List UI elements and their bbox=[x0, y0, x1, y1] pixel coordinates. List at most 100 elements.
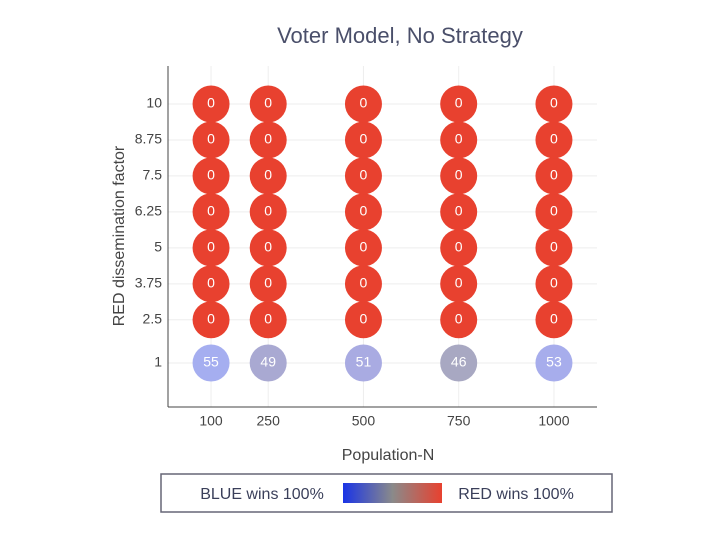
y-tick-label: 3.75 bbox=[135, 275, 162, 291]
point bbox=[344, 157, 382, 195]
y-tick-label: 10 bbox=[146, 95, 162, 111]
legend-box bbox=[160, 473, 613, 513]
point-label: 0 bbox=[455, 311, 463, 327]
point bbox=[192, 229, 230, 267]
point-label: 46 bbox=[451, 354, 467, 370]
point bbox=[535, 344, 573, 382]
point-label: 0 bbox=[264, 275, 272, 291]
point bbox=[440, 193, 478, 231]
point-label: 0 bbox=[207, 311, 215, 327]
y-tick-label: 1 bbox=[154, 354, 162, 370]
colorbar bbox=[343, 483, 442, 503]
point bbox=[535, 265, 573, 303]
chart-title: Voter Model, No Strategy bbox=[277, 23, 523, 48]
point bbox=[249, 85, 287, 123]
point bbox=[344, 265, 382, 303]
point-label: 0 bbox=[207, 95, 215, 111]
point-label: 0 bbox=[455, 203, 463, 219]
point-label: 0 bbox=[455, 167, 463, 183]
point-label: 0 bbox=[360, 95, 368, 111]
point bbox=[440, 85, 478, 123]
x-tick-label: 1000 bbox=[538, 413, 569, 429]
point-label: 0 bbox=[207, 167, 215, 183]
point bbox=[440, 344, 478, 382]
x-tick-label: 250 bbox=[257, 413, 281, 429]
point bbox=[192, 121, 230, 159]
point-label: 49 bbox=[260, 354, 276, 370]
point-label: 51 bbox=[356, 354, 372, 370]
point-label: 53 bbox=[546, 354, 562, 370]
x-tick-label: 100 bbox=[199, 413, 223, 429]
point-label: 0 bbox=[550, 167, 558, 183]
point-label: 0 bbox=[264, 167, 272, 183]
point bbox=[440, 301, 478, 339]
x-tick-label: 500 bbox=[352, 413, 376, 429]
point bbox=[249, 121, 287, 159]
point-label: 0 bbox=[550, 275, 558, 291]
point bbox=[249, 265, 287, 303]
point-label: 0 bbox=[550, 131, 558, 147]
point-label: 0 bbox=[264, 239, 272, 255]
point bbox=[344, 85, 382, 123]
point bbox=[535, 85, 573, 123]
point bbox=[535, 229, 573, 267]
y-tick-label: 5 bbox=[154, 239, 162, 255]
point-label: 0 bbox=[207, 203, 215, 219]
y-tick-label: 2.5 bbox=[143, 311, 163, 327]
point bbox=[249, 193, 287, 231]
point bbox=[249, 301, 287, 339]
point-label: 0 bbox=[360, 131, 368, 147]
point bbox=[535, 157, 573, 195]
point bbox=[192, 301, 230, 339]
point bbox=[192, 193, 230, 231]
legend-low: BLUE wins 100% bbox=[200, 486, 324, 503]
point bbox=[192, 265, 230, 303]
point-label: 55 bbox=[203, 354, 219, 370]
y-tick-label: 6.25 bbox=[135, 203, 162, 219]
point bbox=[344, 229, 382, 267]
point bbox=[192, 157, 230, 195]
point-label: 0 bbox=[207, 239, 215, 255]
point-label: 0 bbox=[550, 239, 558, 255]
point-label: 0 bbox=[455, 275, 463, 291]
y-tick-label: 7.5 bbox=[143, 167, 163, 183]
point-label: 0 bbox=[455, 131, 463, 147]
point-label: 0 bbox=[360, 239, 368, 255]
point bbox=[192, 85, 230, 123]
point bbox=[344, 344, 382, 382]
point bbox=[535, 301, 573, 339]
legend-high: RED wins 100% bbox=[458, 486, 574, 503]
point bbox=[249, 344, 287, 382]
point-label: 0 bbox=[264, 311, 272, 327]
point bbox=[535, 121, 573, 159]
point-label: 0 bbox=[264, 95, 272, 111]
point-label: 0 bbox=[550, 203, 558, 219]
point-label: 0 bbox=[207, 275, 215, 291]
x-axis-label: Population-N bbox=[342, 447, 435, 464]
point-label: 0 bbox=[360, 275, 368, 291]
point bbox=[344, 193, 382, 231]
y-axis-label: RED dissemination factor bbox=[111, 145, 128, 326]
point bbox=[440, 265, 478, 303]
point-label: 0 bbox=[455, 95, 463, 111]
point bbox=[440, 121, 478, 159]
y-tick-label: 8.75 bbox=[135, 131, 162, 147]
point-label: 0 bbox=[360, 167, 368, 183]
point bbox=[535, 193, 573, 231]
point-label: 0 bbox=[264, 203, 272, 219]
point bbox=[192, 344, 230, 382]
point bbox=[440, 157, 478, 195]
point bbox=[344, 121, 382, 159]
point bbox=[440, 229, 478, 267]
point-label: 0 bbox=[360, 311, 368, 327]
point bbox=[249, 157, 287, 195]
point-label: 0 bbox=[360, 203, 368, 219]
point-label: 0 bbox=[207, 131, 215, 147]
point bbox=[344, 301, 382, 339]
point-label: 0 bbox=[455, 239, 463, 255]
x-tick-label: 750 bbox=[447, 413, 471, 429]
point-label: 0 bbox=[550, 95, 558, 111]
point bbox=[249, 229, 287, 267]
point-label: 0 bbox=[550, 311, 558, 327]
